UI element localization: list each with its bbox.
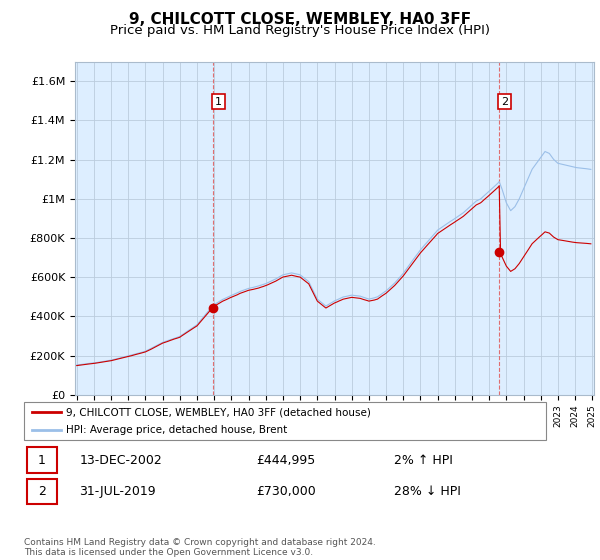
Text: 2: 2 xyxy=(501,96,508,106)
Text: 2: 2 xyxy=(38,485,46,498)
FancyBboxPatch shape xyxy=(27,479,57,504)
Text: HPI: Average price, detached house, Brent: HPI: Average price, detached house, Bren… xyxy=(66,425,287,435)
Text: 2% ↑ HPI: 2% ↑ HPI xyxy=(394,454,453,467)
Text: £730,000: £730,000 xyxy=(256,485,316,498)
FancyBboxPatch shape xyxy=(24,402,546,440)
Text: 9, CHILCOTT CLOSE, WEMBLEY, HA0 3FF (detached house): 9, CHILCOTT CLOSE, WEMBLEY, HA0 3FF (det… xyxy=(66,407,371,417)
FancyBboxPatch shape xyxy=(27,447,57,473)
Text: Contains HM Land Registry data © Crown copyright and database right 2024.
This d: Contains HM Land Registry data © Crown c… xyxy=(24,538,376,557)
Text: 28% ↓ HPI: 28% ↓ HPI xyxy=(394,485,461,498)
Text: 1: 1 xyxy=(215,96,222,106)
Text: 1: 1 xyxy=(38,454,46,467)
Text: Price paid vs. HM Land Registry's House Price Index (HPI): Price paid vs. HM Land Registry's House … xyxy=(110,24,490,36)
Text: 9, CHILCOTT CLOSE, WEMBLEY, HA0 3FF: 9, CHILCOTT CLOSE, WEMBLEY, HA0 3FF xyxy=(129,12,471,27)
Text: 31-JUL-2019: 31-JUL-2019 xyxy=(79,485,156,498)
Text: £444,995: £444,995 xyxy=(256,454,315,467)
Text: 13-DEC-2002: 13-DEC-2002 xyxy=(79,454,162,467)
